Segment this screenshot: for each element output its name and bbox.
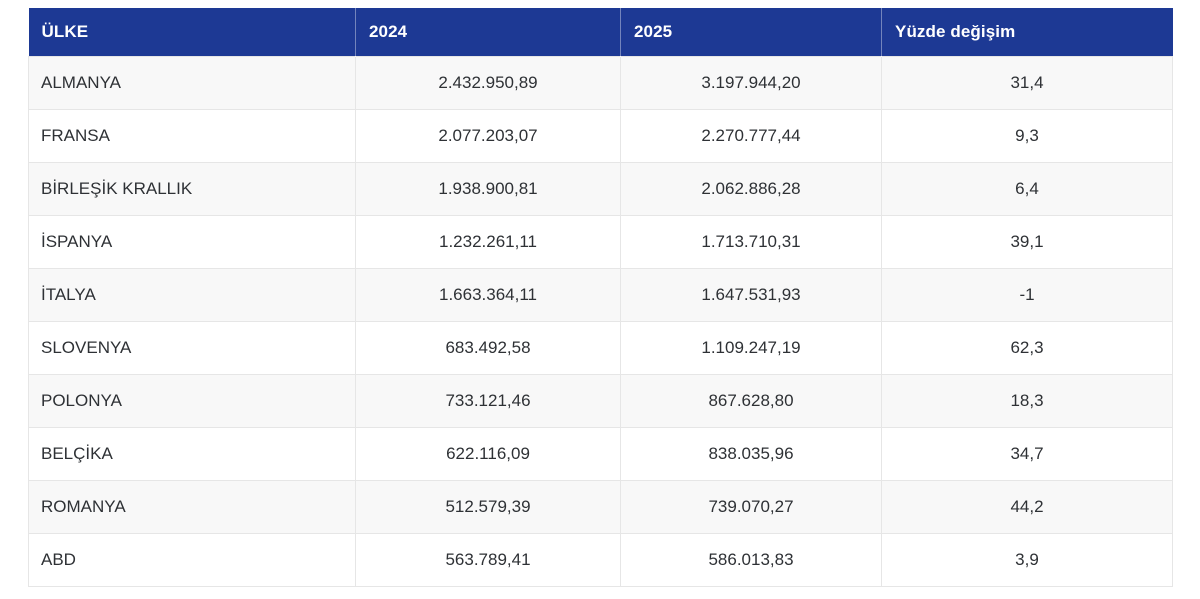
cell-percent-change: 18,3: [881, 373, 1173, 428]
cell-2025-value: 838.035,96: [620, 426, 882, 481]
cell-2025-value: 586.013,83: [620, 532, 882, 587]
cell-2024-value: 2.432.950,89: [355, 55, 621, 110]
cell-country: İTALYA: [28, 267, 356, 322]
cell-country: İSPANYA: [28, 214, 356, 269]
table-row: İSPANYA 1.232.261,11 1.713.710,31 39,1: [28, 214, 1173, 269]
cell-percent-change: 62,3: [881, 320, 1173, 375]
cell-country: POLONYA: [28, 373, 356, 428]
table-row: ABD 563.789,41 586.013,83 3,9: [28, 532, 1173, 587]
cell-2024-value: 683.492,58: [355, 320, 621, 375]
column-header-percent-change: Yüzde değişim: [881, 8, 1173, 56]
cell-country: ROMANYA: [28, 479, 356, 534]
cell-percent-change: 6,4: [881, 161, 1173, 216]
table-row: BİRLEŞİK KRALLIK 1.938.900,81 2.062.886,…: [28, 161, 1173, 216]
table-row: ALMANYA 2.432.950,89 3.197.944,20 31,4: [28, 55, 1173, 110]
cell-country: ABD: [28, 532, 356, 587]
column-header-country: ÜLKE: [28, 8, 356, 56]
cell-country: SLOVENYA: [28, 320, 356, 375]
cell-country: BELÇİKA: [28, 426, 356, 481]
column-header-2025: 2025: [620, 8, 882, 56]
table-row: İTALYA 1.663.364,11 1.647.531,93 -1: [28, 267, 1173, 322]
country-comparison-table: ÜLKE 2024 2025 Yüzde değişim ALMANYA 2.4…: [28, 8, 1173, 587]
cell-2025-value: 2.270.777,44: [620, 108, 882, 163]
cell-country: ALMANYA: [28, 55, 356, 110]
cell-2024-value: 563.789,41: [355, 532, 621, 587]
cell-2024-value: 1.663.364,11: [355, 267, 621, 322]
table-row: SLOVENYA 683.492,58 1.109.247,19 62,3: [28, 320, 1173, 375]
table-row: BELÇİKA 622.116,09 838.035,96 34,7: [28, 426, 1173, 481]
cell-percent-change: 44,2: [881, 479, 1173, 534]
cell-2024-value: 1.938.900,81: [355, 161, 621, 216]
column-header-2024: 2024: [355, 8, 621, 56]
table-row: ROMANYA 512.579,39 739.070,27 44,2: [28, 479, 1173, 534]
cell-percent-change: 3,9: [881, 532, 1173, 587]
table-row: POLONYA 733.121,46 867.628,80 18,3: [28, 373, 1173, 428]
cell-percent-change: 9,3: [881, 108, 1173, 163]
cell-2024-value: 2.077.203,07: [355, 108, 621, 163]
cell-percent-change: 31,4: [881, 55, 1173, 110]
cell-2024-value: 512.579,39: [355, 479, 621, 534]
cell-percent-change: -1: [881, 267, 1173, 322]
cell-2025-value: 1.647.531,93: [620, 267, 882, 322]
cell-2025-value: 1.109.247,19: [620, 320, 882, 375]
cell-2025-value: 739.070,27: [620, 479, 882, 534]
cell-2025-value: 2.062.886,28: [620, 161, 882, 216]
cell-2024-value: 733.121,46: [355, 373, 621, 428]
cell-2024-value: 1.232.261,11: [355, 214, 621, 269]
cell-percent-change: 34,7: [881, 426, 1173, 481]
cell-country: BİRLEŞİK KRALLIK: [28, 161, 356, 216]
header-row: ÜLKE 2024 2025 Yüzde değişim: [28, 8, 1173, 56]
table-row: FRANSA 2.077.203,07 2.270.777,44 9,3: [28, 108, 1173, 163]
cell-2025-value: 867.628,80: [620, 373, 882, 428]
cell-2025-value: 3.197.944,20: [620, 55, 882, 110]
cell-percent-change: 39,1: [881, 214, 1173, 269]
cell-country: FRANSA: [28, 108, 356, 163]
cell-2025-value: 1.713.710,31: [620, 214, 882, 269]
country-comparison-table-container: ÜLKE 2024 2025 Yüzde değişim ALMANYA 2.4…: [28, 8, 1173, 587]
cell-2024-value: 622.116,09: [355, 426, 621, 481]
